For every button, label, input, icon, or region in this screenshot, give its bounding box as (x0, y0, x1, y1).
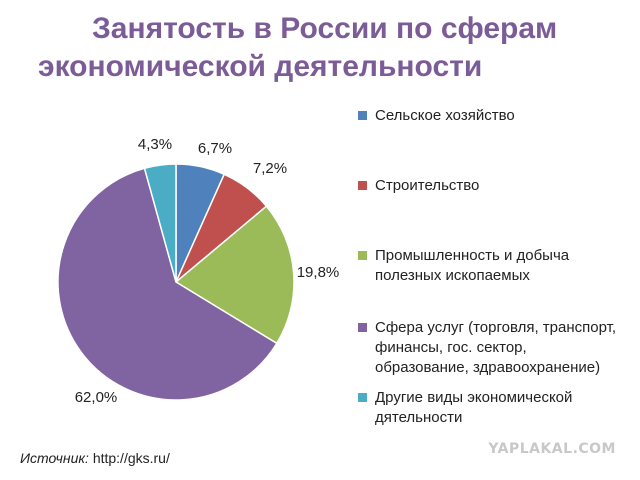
source-label: Источник: (20, 450, 89, 466)
legend-label-industry: Промышленность и добыча полезных ископае… (375, 247, 570, 284)
data-label-construction: 7,2% (253, 160, 287, 177)
pie-slice-other (143, 163, 177, 283)
watermark: YAPLAKAL.COM (488, 441, 616, 457)
data-label-services: 62,0% (75, 389, 118, 406)
legend-item-services: Сфера услуг (торговля, транспорт, финанс… (358, 318, 616, 378)
legend-swatch-agriculture (358, 111, 367, 120)
data-label-industry: 19,8% (297, 264, 340, 281)
legend-swatch-services (358, 323, 367, 332)
legend-swatch-other (358, 393, 367, 402)
legend-item-industry: Промышленность и добыча полезных ископае… (358, 246, 569, 286)
legend-swatch-construction (358, 181, 367, 190)
legend-label-agriculture: Сельское хозяйство (375, 107, 515, 124)
pie-slice-services (57, 167, 278, 401)
chart-title: Занятость в России по сферам экономическ… (0, 10, 640, 86)
legend-item-construction: Строительство (358, 176, 479, 196)
legend-item-other: Другие виды экономической дятельности (358, 388, 572, 428)
chart-title-line-1: Занятость в России по сферам (92, 12, 558, 45)
legend-swatch-industry (358, 251, 367, 260)
legend-label-other: Другие виды экономической дятельности (375, 389, 573, 426)
data-label-agriculture: 6,7% (198, 140, 232, 157)
pie-chart: 6,7% 7,2% 19,8% 62,0% 4,3% (57, 136, 340, 406)
data-label-other: 4,3% (138, 136, 172, 153)
legend-label-construction: Строительство (375, 177, 480, 194)
source-url: http://gks.ru/ (92, 450, 170, 466)
legend-label-services: Сфера услуг (торговля, транспорт, финанс… (375, 319, 616, 376)
chart-title-line-2: экономической деятельности (38, 50, 483, 83)
legend-item-agriculture: Сельское хозяйство (358, 106, 515, 126)
pie-slice-industry (174, 205, 295, 345)
source-note: Источник: http://gks.ru/ (20, 450, 170, 466)
